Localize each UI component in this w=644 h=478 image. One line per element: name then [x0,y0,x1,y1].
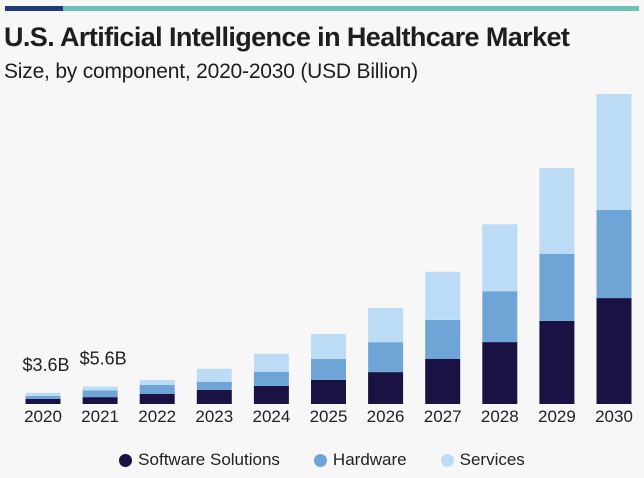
bar-segment-software-solutions-2026 [368,372,404,404]
bar-segment-services-2021 [82,386,118,391]
x-tick-label-2022: 2022 [138,407,176,426]
bar-segment-hardware-2026 [368,342,404,373]
header-stripe-navy [5,6,63,11]
bar-segment-hardware-2028 [482,291,518,343]
bar-segment-software-solutions-2030 [596,298,632,404]
x-tick-label-2021: 2021 [81,407,119,426]
legend-swatch-software [119,453,133,467]
chart-title: U.S. Artificial Intelligence in Healthca… [4,22,570,52]
bar-segment-services-2024 [253,353,289,372]
bar-segment-hardware-2029 [539,254,575,321]
bar-segment-hardware-2024 [253,371,289,386]
legend-item-services: Services [440,450,525,470]
bar-segment-services-2020 [25,392,61,396]
bar-segment-software-solutions-2029 [539,320,575,404]
bar-segment-services-2030 [596,94,632,210]
bar-segment-hardware-2030 [596,209,632,298]
legend-swatch-services [440,453,454,467]
x-tick-label-2020: 2020 [24,407,62,426]
data-label-2020: $3.6B [22,355,69,375]
bar-segment-software-solutions-2020 [25,399,61,404]
header-stripe-teal [63,6,639,11]
chart-subtitle: Size, by component, 2020-2030 (USD Billi… [4,60,418,83]
x-tick-label-2025: 2025 [310,407,348,426]
legend-label-software: Software Solutions [138,450,280,469]
legend: Software Solutions Hardware Services [0,450,644,470]
bar-segment-hardware-2020 [25,395,61,399]
bar-segment-services-2027 [425,271,461,320]
bar-segment-software-solutions-2023 [196,389,232,404]
x-tick-label-2028: 2028 [481,407,519,426]
bar-segment-software-solutions-2027 [425,359,461,404]
stacked-bar-chart: 2020 2021 2022 2023 2024 2025 2026 2027 2028 2029… [22,94,633,426]
x-tick-label-2030: 2030 [595,407,633,426]
bar-segment-software-solutions-2022 [139,394,175,404]
bar-segment-hardware-2025 [311,359,346,380]
legend-label-hardware: Hardware [332,450,407,469]
bar-segment-services-2025 [311,334,346,359]
bar-segment-services-2022 [139,379,175,385]
x-tick-label-2027: 2027 [424,407,462,426]
bar-segment-hardware-2023 [196,381,232,390]
bar-segment-software-solutions-2025 [311,379,346,404]
bar-segment-hardware-2022 [139,384,175,394]
bar-segment-services-2028 [482,224,518,292]
x-tick-label-2026: 2026 [367,407,405,426]
legend-item-hardware: Hardware [313,450,407,470]
bar-segment-software-solutions-2021 [82,397,118,404]
bar-segment-services-2023 [196,368,232,382]
legend-swatch-hardware [313,453,327,467]
legend-label-services: Services [459,450,525,469]
x-tick-label-2029: 2029 [538,407,576,426]
legend-item-software: Software Solutions [119,450,280,470]
bar-segment-services-2029 [539,168,575,254]
bar-segment-software-solutions-2028 [482,342,518,404]
x-tick-label-2024: 2024 [252,407,290,426]
bar-segment-software-solutions-2024 [253,385,289,404]
bar-segment-services-2026 [368,308,404,343]
bar-segment-hardware-2027 [425,319,461,359]
data-label-2021: $5.6B [80,349,127,369]
x-tick-label-2023: 2023 [195,407,233,426]
bar-segment-hardware-2021 [82,390,118,398]
